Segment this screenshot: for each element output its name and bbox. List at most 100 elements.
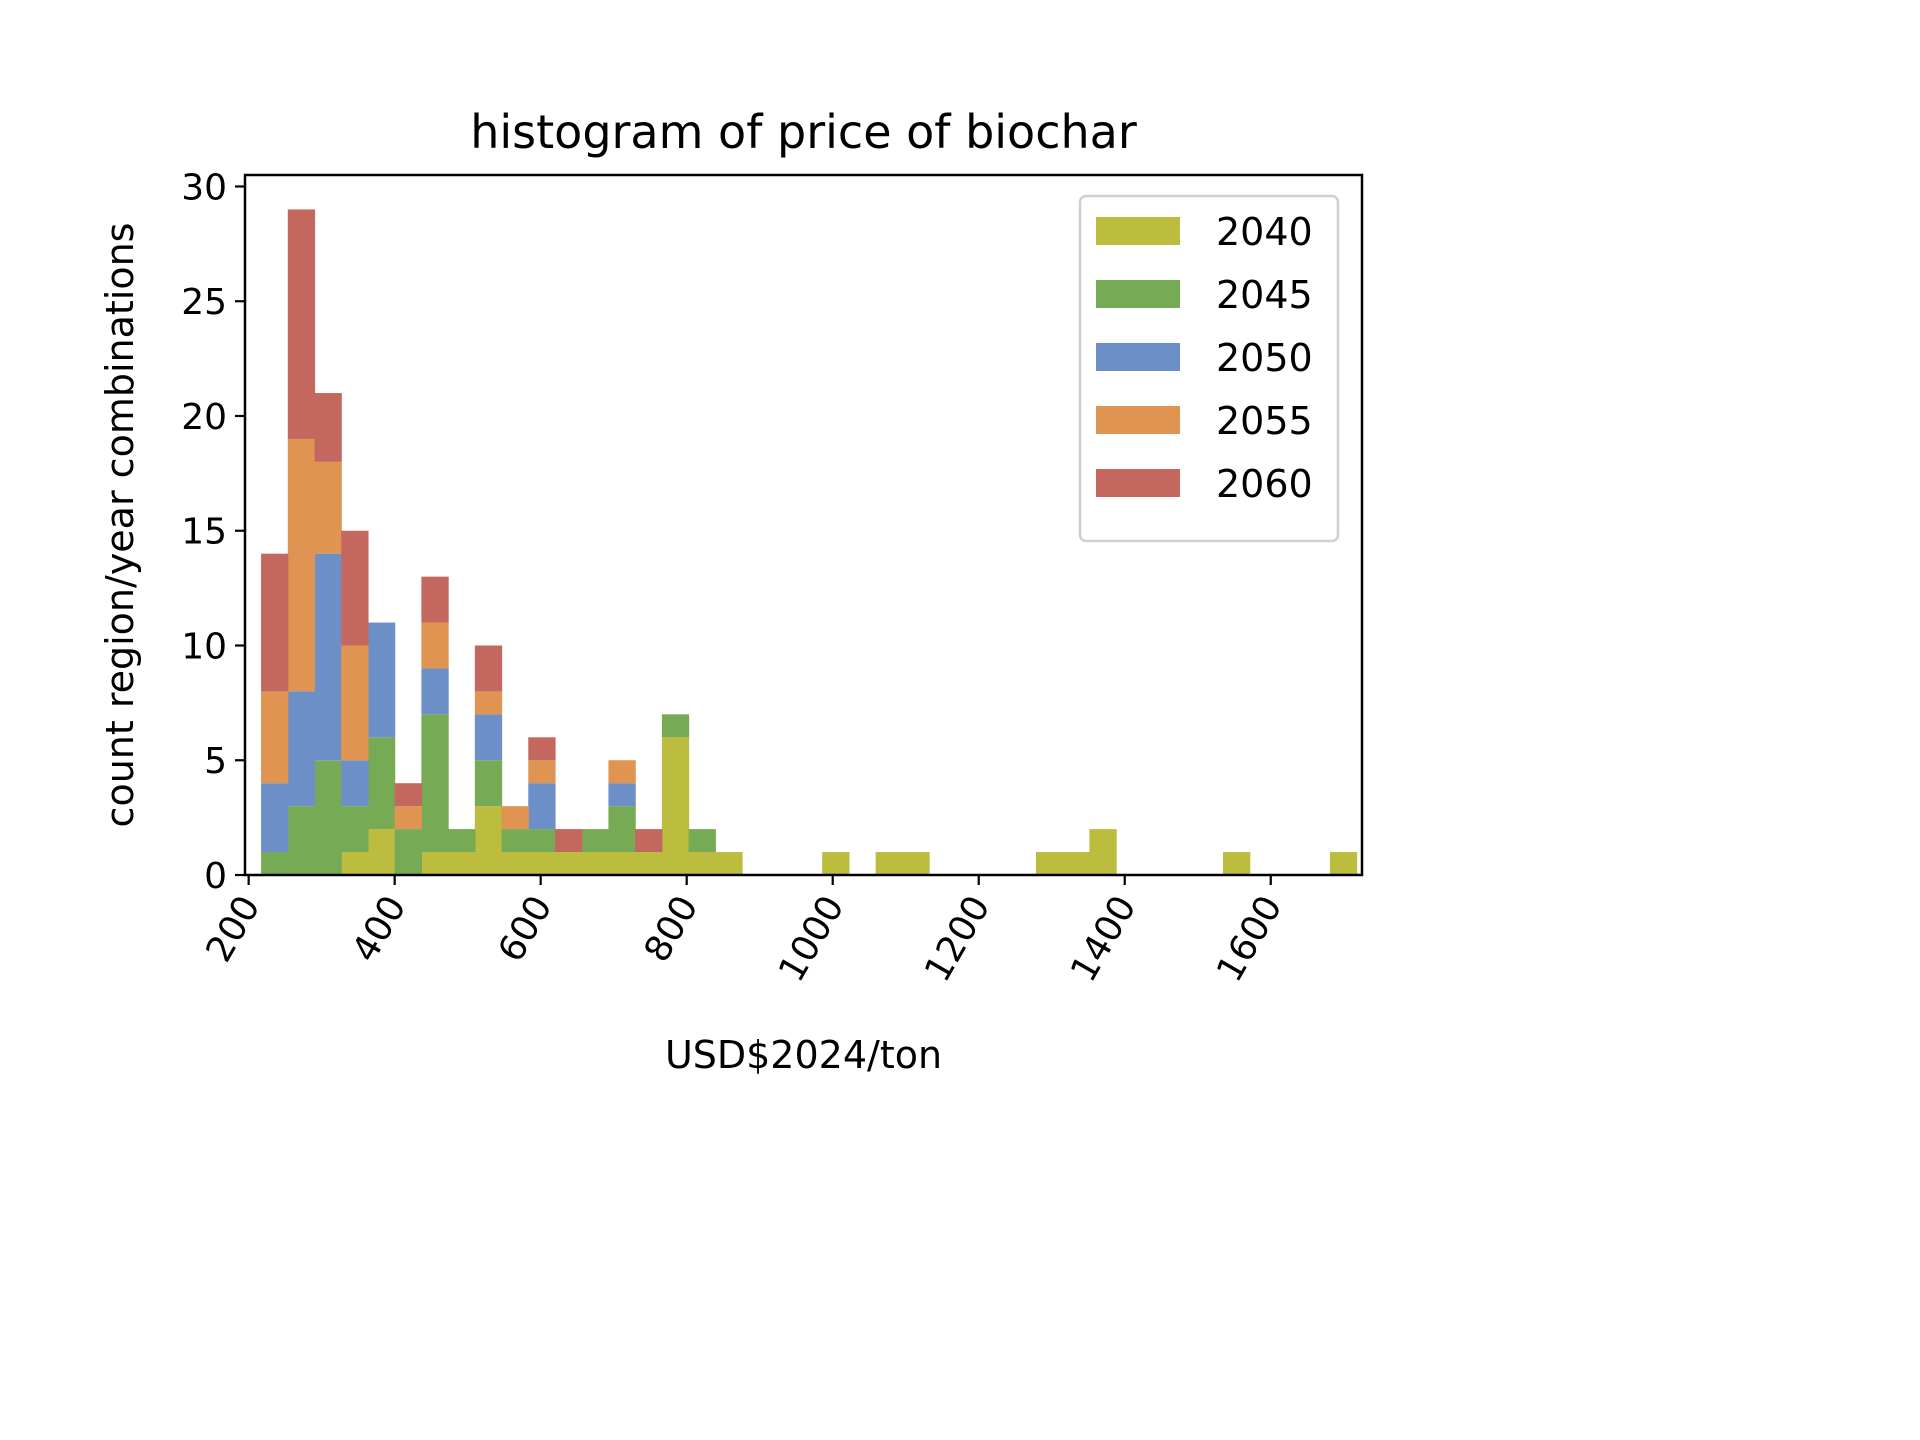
y-tick-label-30: 30: [181, 167, 227, 208]
bar-2050-bin-8: [474, 714, 503, 761]
bar-2040-bin-23: [875, 852, 903, 875]
x-tick-label-800: 800: [637, 889, 707, 969]
bar-2060-bin-3: [341, 530, 369, 646]
x-tick-label-1600: 1600: [1209, 889, 1290, 989]
bar-2040-bin-30: [1062, 852, 1090, 875]
bar-2040-bin-15: [661, 737, 690, 875]
x-tick-label-400: 400: [345, 889, 415, 969]
legend: 2040 2045 2050 2055 2060: [1078, 194, 1340, 543]
bar-2055-bin-10: [528, 760, 556, 784]
legend-label-2050: 2050: [1216, 336, 1313, 380]
bar-2060-bin-1: [287, 209, 316, 439]
legend-swatch-2055: [1096, 406, 1180, 434]
bar-2045-bin-7: [448, 829, 476, 853]
bar-2045-bin-10: [528, 829, 556, 853]
legend-swatch-2040: [1096, 217, 1180, 245]
bar-2040-bin-9: [501, 852, 529, 875]
bar-2055-bin-3: [341, 645, 369, 761]
bar-2050-bin-3: [341, 760, 369, 807]
bar-2060-bin-5: [394, 783, 422, 807]
bar-2040-bin-13: [608, 852, 636, 875]
bar-2050-bin-1: [287, 691, 316, 807]
bar-2055-bin-5: [394, 806, 422, 830]
x-tick-label-1000: 1000: [771, 889, 852, 989]
bar-2045-bin-13: [608, 806, 636, 853]
bar-2055-bin-2: [314, 461, 342, 554]
y-tick-label-20: 20: [181, 397, 227, 438]
x-tick-label-600: 600: [491, 889, 561, 969]
bar-2045-bin-5: [394, 829, 422, 875]
bar-2040-bin-10: [528, 852, 556, 875]
bar-2055-bin-13: [608, 760, 636, 784]
y-tick-label-5: 5: [204, 741, 227, 782]
bar-2045-bin-1: [287, 806, 316, 875]
bar-2045-bin-2: [314, 760, 342, 875]
y-tick-label-0: 0: [204, 856, 227, 897]
bar-2060-bin-6: [421, 576, 449, 623]
legend-swatch-2050: [1096, 343, 1180, 371]
legend-swatch-2045: [1096, 280, 1180, 308]
bar-2040-bin-12: [581, 852, 610, 875]
bar-2040-bin-29: [1035, 852, 1064, 875]
bar-2040-bin-17: [715, 852, 743, 875]
y-tick-label-15: 15: [181, 512, 227, 553]
bar-2045-bin-8: [474, 760, 503, 807]
bar-2050-bin-4: [367, 622, 396, 738]
x-tick-label-1400: 1400: [1063, 889, 1144, 989]
bar-2060-bin-14: [635, 829, 663, 853]
bar-2060-bin-8: [474, 645, 503, 692]
bar-2055-bin-0: [261, 691, 289, 784]
legend-label-2060: 2060: [1216, 462, 1313, 506]
bar-2050-bin-13: [608, 783, 636, 807]
bar-2045-bin-6: [421, 714, 449, 853]
y-tick-label-25: 25: [181, 282, 227, 323]
plot-frame: [243, 173, 1364, 877]
x-tick-label-1200: 1200: [917, 889, 998, 989]
bar-2050-bin-2: [314, 553, 342, 761]
bar-2040-bin-7: [448, 852, 476, 875]
bar-2060-bin-11: [554, 829, 583, 853]
bar-2040-bin-4: [367, 829, 396, 875]
bar-2045-bin-16: [688, 829, 716, 853]
x-axis: 200 400 600 800 1000 1200 1400 1600: [199, 875, 1291, 989]
bar-2050-bin-0: [261, 783, 289, 853]
bar-2040-bin-16: [688, 852, 716, 875]
bar-2040-bin-8: [474, 806, 503, 875]
bar-2060-bin-2: [314, 393, 342, 462]
bar-2040-bin-40: [1329, 852, 1358, 875]
bar-2045-bin-15: [661, 714, 690, 738]
bars-layer: [261, 209, 1358, 875]
bar-2050-bin-10: [528, 783, 556, 830]
legend-label-2040: 2040: [1216, 210, 1313, 254]
x-tick-label-200: 200: [199, 889, 269, 969]
bar-2040-bin-21: [822, 852, 850, 875]
x-axis-label: USD$2024/ton: [665, 1033, 942, 1077]
bar-2055-bin-6: [421, 622, 449, 669]
y-axis: 0 5 10 15 20 25 30: [181, 167, 245, 897]
legend-label-2055: 2055: [1216, 399, 1313, 443]
bar-2045-bin-9: [501, 829, 529, 853]
bar-2040-bin-14: [635, 852, 663, 875]
bar-2040-bin-36: [1223, 852, 1251, 875]
bar-2060-bin-10: [528, 737, 556, 761]
bar-2060-bin-0: [261, 553, 289, 692]
bar-2055-bin-8: [474, 691, 503, 715]
chart-title: histogram of price of biochar: [470, 105, 1137, 159]
bar-2055-bin-1: [287, 438, 316, 692]
bar-2050-bin-6: [421, 668, 449, 715]
bar-2040-bin-3: [341, 852, 369, 875]
bar-2040-bin-31: [1089, 829, 1117, 875]
legend-swatch-2060: [1096, 469, 1180, 497]
bar-2040-bin-6: [421, 852, 449, 875]
bar-2045-bin-0: [261, 852, 289, 875]
y-tick-label-10: 10: [181, 626, 227, 667]
bar-2055-bin-9: [501, 806, 529, 830]
bar-2040-bin-24: [902, 852, 930, 875]
bar-2045-bin-4: [367, 737, 396, 830]
bar-2045-bin-12: [581, 829, 610, 853]
legend-label-2045: 2045: [1216, 273, 1313, 317]
bar-2045-bin-3: [341, 806, 369, 853]
bar-2040-bin-11: [554, 852, 583, 875]
y-axis-label: count region/year combinations: [98, 223, 142, 828]
